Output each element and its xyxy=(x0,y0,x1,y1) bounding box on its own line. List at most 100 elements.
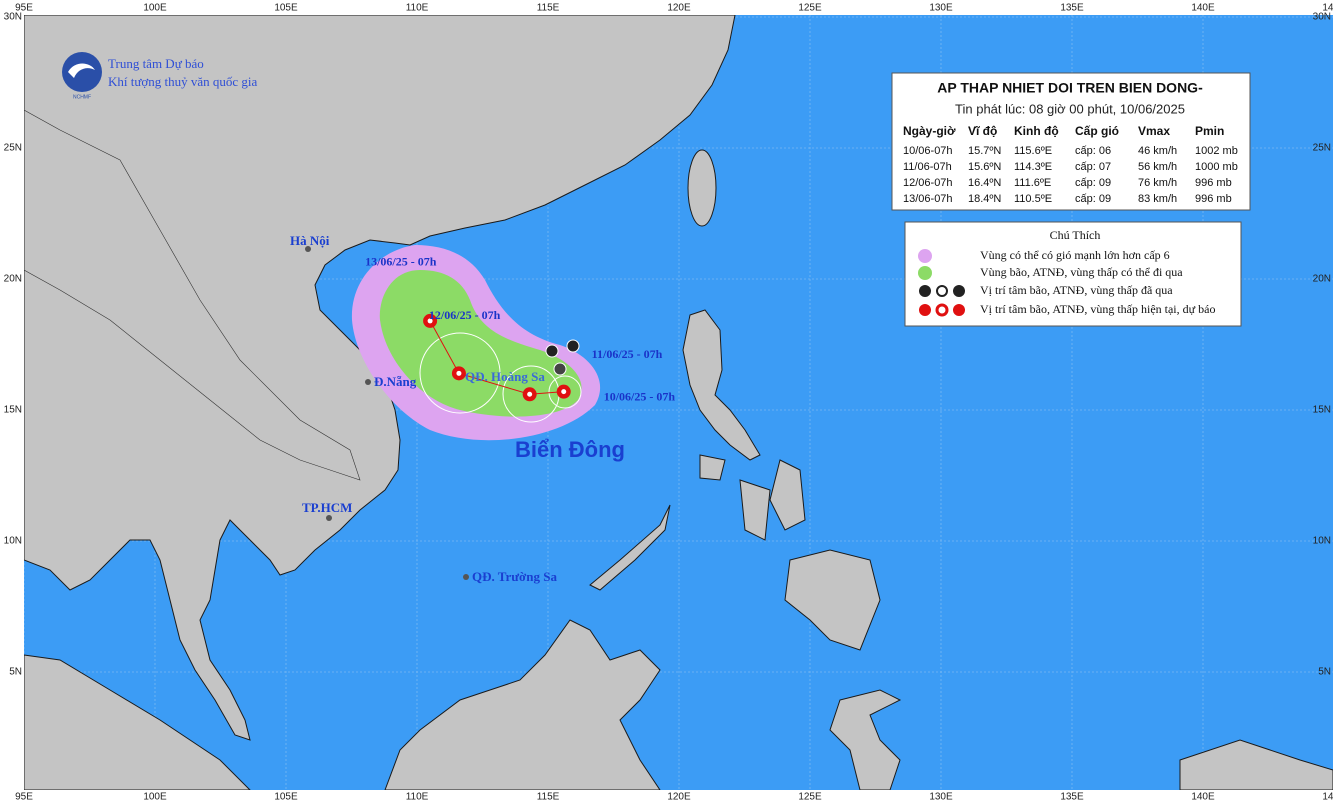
place-dot xyxy=(463,574,469,580)
lon-tick-label: 145E xyxy=(1322,3,1333,14)
forecast-time: 11/06/25 - 07h xyxy=(592,347,663,361)
lon-tick-label: 115E xyxy=(537,3,560,14)
table-cell: 10/06-07h xyxy=(903,145,953,157)
table-cell: 115.6ºE xyxy=(1014,145,1052,157)
lon-tick-label: 130E xyxy=(929,792,953,803)
table-cell: 83 km/h xyxy=(1138,193,1177,205)
lat-tick-label: 15N xyxy=(4,405,22,416)
lat-tick-label: 15N xyxy=(1313,405,1331,416)
table-cell: cấp: 06 xyxy=(1075,145,1111,157)
lat-tick-label: 20N xyxy=(4,274,22,285)
table-cell: 46 km/h xyxy=(1138,145,1177,157)
place-label: QĐ. Trường Sa xyxy=(472,569,557,584)
place-label: QĐ. Hoàng Sa xyxy=(465,369,545,384)
place-label: Hà Nội xyxy=(290,233,330,248)
lon-tick-label: 105E xyxy=(274,792,298,803)
table-cell: cấp: 09 xyxy=(1075,177,1111,189)
logo: NCHMF xyxy=(62,52,102,100)
legend-icon xyxy=(919,285,965,297)
lon-tick-label: 115E xyxy=(537,792,560,803)
sea-label: Biển Đông xyxy=(515,437,625,462)
table-cell: 12/06-07h xyxy=(903,177,953,189)
lat-tick-label: 10N xyxy=(4,536,22,547)
place-label: Đ.Nẵng xyxy=(374,374,417,389)
bulletin-box xyxy=(891,72,1251,211)
table-cell: 114.3ºE xyxy=(1014,161,1052,173)
past-position xyxy=(553,362,567,376)
legend-icon xyxy=(918,249,932,263)
table-cell: 15.7ºN xyxy=(968,145,1001,157)
legend-item: Vị trí tâm bão, ATNĐ, vùng thấp đã qua xyxy=(980,283,1173,297)
logo-text: NCHMF xyxy=(73,94,91,100)
place-dot xyxy=(365,379,371,385)
table-cell: cấp: 07 xyxy=(1075,161,1111,173)
lon-tick-label: 135E xyxy=(1060,792,1084,803)
lat-tick-label: 30N xyxy=(1313,12,1331,23)
lat-tick-label: 5N xyxy=(1318,667,1331,678)
storm-eye xyxy=(427,318,433,324)
storm-area xyxy=(379,270,582,417)
bulletin: AP THAP NHIET DOI TREN BIEN DONG- Tin ph… xyxy=(891,72,1251,211)
table-cell: 11/06-07h xyxy=(903,161,952,173)
uncertainty-circle xyxy=(419,332,501,414)
org-name: Khí tượng thuỷ văn quốc gia xyxy=(108,74,258,89)
table-cell: 111.6ºE xyxy=(1014,177,1051,189)
table-cell: 110.5ºE xyxy=(1014,193,1052,205)
lat-tick-label: 30N xyxy=(4,12,22,23)
table-header: Vmax xyxy=(1138,124,1170,138)
lon-tick-label: 100E xyxy=(143,792,167,803)
table-cell: 76 km/h xyxy=(1138,177,1177,189)
uncertainty-circle xyxy=(548,375,582,409)
logo-mark xyxy=(62,52,102,92)
table-header: Kinh độ xyxy=(1014,124,1059,138)
lon-tick-label: 145E xyxy=(1322,792,1333,803)
lat-tick-label: 25N xyxy=(1313,143,1331,154)
lat-tick-label: 25N xyxy=(4,143,22,154)
table-cell: 15.6ºN xyxy=(968,161,1001,173)
place-dot xyxy=(326,515,332,521)
table-cell: 1002 mb xyxy=(1195,145,1238,157)
bulletin-issued: Tin phát lúc: 08 giờ 00 phút, 10/06/2025 xyxy=(955,101,1185,116)
place-dot xyxy=(305,246,311,252)
lon-tick-label: 100E xyxy=(143,3,167,14)
lon-tick-label: 125E xyxy=(798,792,822,803)
lon-tick-label: 95E xyxy=(15,3,33,14)
table-cell: 56 km/h xyxy=(1138,161,1177,173)
past-position xyxy=(566,339,580,353)
lon-tick-label: 140E xyxy=(1191,792,1215,803)
lon-tick-label: 95E xyxy=(15,792,33,803)
lat-tick-label: 5N xyxy=(9,667,22,678)
lon-tick-label: 110E xyxy=(406,792,429,803)
org-name: Trung tâm Dự báo xyxy=(108,56,204,71)
table-cell: 13/06-07h xyxy=(903,193,953,205)
table-cell: 18.4ºN xyxy=(968,193,1001,205)
track xyxy=(423,313,571,402)
legend-item: Vị trí tâm bão, ATNĐ, vùng thấp hiện tại… xyxy=(980,302,1215,316)
table-header: Pmin xyxy=(1195,124,1224,138)
legend-icon xyxy=(918,266,932,280)
lon-tick-label: 135E xyxy=(1060,3,1084,14)
table-cell: cấp: 09 xyxy=(1075,193,1111,205)
storm-eye xyxy=(527,391,533,397)
table-header: Ngày-giờ xyxy=(903,124,956,138)
lon-tick-label: 140E xyxy=(1191,3,1215,14)
lat-tick-label: 20N xyxy=(1313,274,1331,285)
table-cell: 996 mb xyxy=(1195,177,1232,189)
table-header: Vĩ độ xyxy=(968,124,997,138)
lon-tick-label: 125E xyxy=(798,3,822,14)
place-label: TP.HCM xyxy=(302,500,352,515)
lon-tick-label: 120E xyxy=(667,792,691,803)
past-position xyxy=(545,344,559,358)
forecast-time: 12/06/25 - 07h xyxy=(429,308,501,322)
storm-eye xyxy=(456,370,462,376)
place-dots xyxy=(305,246,469,580)
logo-swirl xyxy=(68,63,95,78)
table-cell: 1000 mb xyxy=(1195,161,1238,173)
lon-tick-label: 105E xyxy=(274,3,298,14)
lon-tick-label: 120E xyxy=(667,3,691,14)
table-cell: 996 mb xyxy=(1195,193,1232,205)
legend-icon xyxy=(919,303,965,317)
table-header: Cấp gió xyxy=(1075,124,1119,138)
legend-item: Vùng bão, ATNĐ, vùng thấp có thể đi qua xyxy=(980,265,1183,279)
